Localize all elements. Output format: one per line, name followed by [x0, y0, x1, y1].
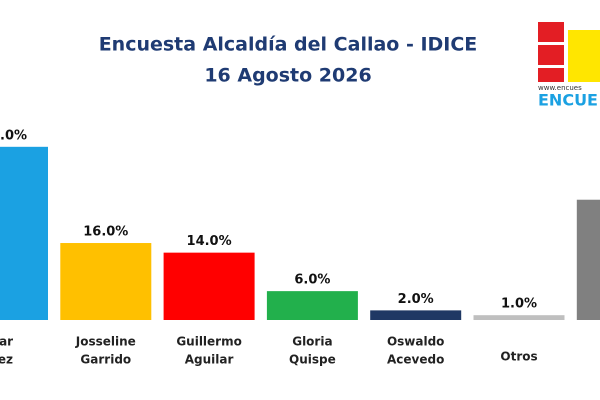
bar — [370, 310, 462, 320]
bar — [266, 291, 358, 320]
x-tick-label: Garrido — [80, 353, 131, 367]
bar — [576, 199, 600, 320]
x-tick-label: Otros — [500, 350, 537, 364]
bar — [473, 315, 565, 320]
logo-url: www.encues — [538, 84, 582, 92]
bar — [163, 252, 255, 320]
value-label: 14.0% — [187, 234, 232, 249]
x-tick-label: Aguilar — [185, 353, 234, 367]
bar — [0, 146, 48, 320]
chart-subtitle: 16 Agosto 2026 — [204, 65, 371, 87]
logo-block — [538, 22, 564, 42]
x-tick-label: Guillermo — [176, 335, 242, 349]
logo-name: ENCUE — [538, 91, 598, 110]
x-tick-label: Josseline — [75, 335, 136, 349]
value-label: 2.0% — [398, 292, 434, 307]
x-tick-label: Quispe — [289, 353, 336, 367]
chart-title: Encuesta Alcaldía del Callao - IDICE — [99, 34, 478, 56]
value-label: 6.0% — [294, 273, 330, 288]
x-tick-label: Oswaldo — [387, 335, 444, 349]
x-tick-label: sar — [0, 335, 13, 349]
x-tick-label: Gloria — [292, 335, 332, 349]
logo: www.encues ENCUE — [538, 22, 600, 110]
logo-block — [538, 45, 564, 65]
x-tick-label: rez — [0, 353, 13, 367]
value-label: 1.0% — [501, 297, 537, 312]
x-tick-label: Acevedo — [387, 353, 444, 367]
logo-block — [538, 68, 564, 82]
value-label: 16.0% — [83, 225, 128, 240]
value-label: .0% — [0, 128, 27, 143]
logo-block — [568, 30, 600, 82]
bar — [60, 243, 152, 320]
